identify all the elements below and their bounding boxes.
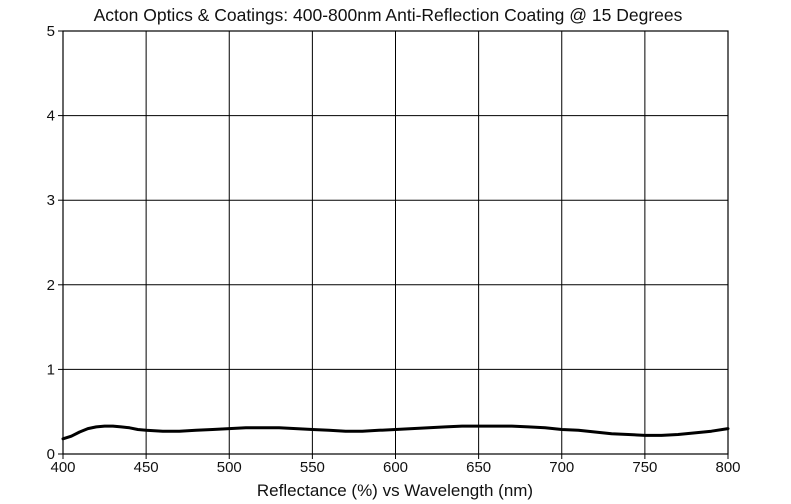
x-axis-label: Reflectance (%) vs Wavelength (nm) bbox=[257, 481, 533, 500]
y-tick-label: 5 bbox=[47, 23, 55, 40]
plot-frame bbox=[62, 30, 729, 455]
y-tick-label: 3 bbox=[47, 192, 55, 209]
x-tick-label: 800 bbox=[715, 459, 740, 476]
x-tick-label: 450 bbox=[134, 459, 159, 476]
y-tick-label: 0 bbox=[47, 446, 55, 463]
x-tick-label: 750 bbox=[632, 459, 657, 476]
y-tick-label: 1 bbox=[47, 361, 55, 378]
y-tick-label: 2 bbox=[47, 277, 55, 294]
x-tick-label: 400 bbox=[50, 459, 75, 476]
y-tick-label: 4 bbox=[47, 108, 55, 125]
reflectance-series-line bbox=[61, 424, 730, 441]
grid-lines bbox=[63, 31, 728, 454]
x-tick-label: 500 bbox=[217, 459, 242, 476]
series-layer bbox=[61, 424, 730, 441]
x-tick-label: 700 bbox=[549, 459, 574, 476]
axis-ticks: 400 450 500 550 600 650 700 750 800 0 1 2 3 4 5 bbox=[47, 23, 741, 476]
x-tick-label: 550 bbox=[300, 459, 325, 476]
chart-title: Acton Optics & Coatings: 400-800nm Anti-… bbox=[94, 5, 683, 25]
x-tick-label: 650 bbox=[466, 459, 491, 476]
x-tick-label: 600 bbox=[383, 459, 408, 476]
